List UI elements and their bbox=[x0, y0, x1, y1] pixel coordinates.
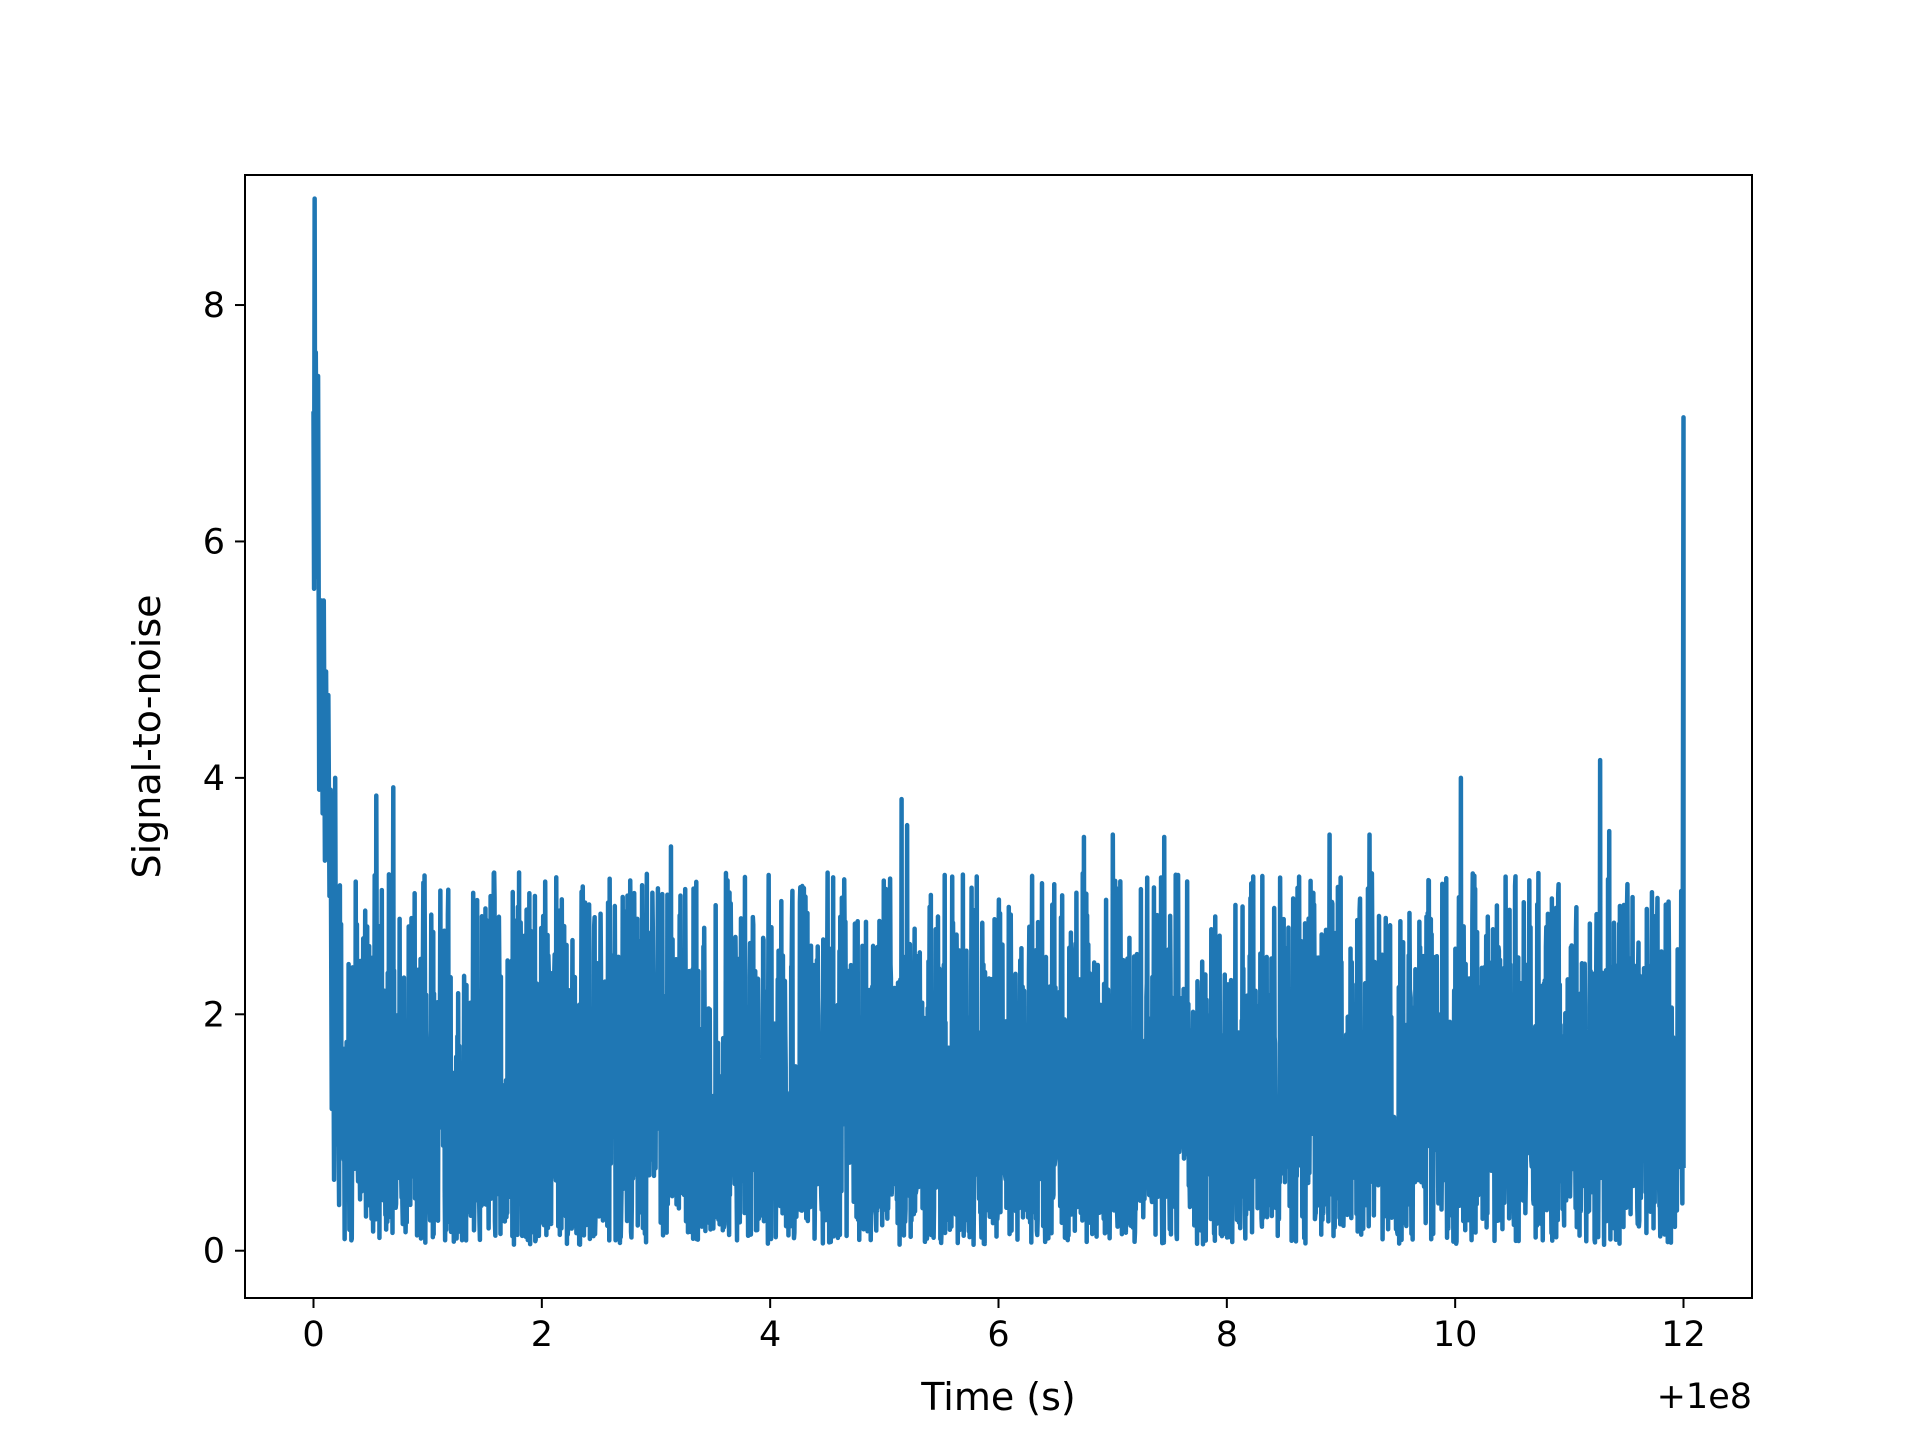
x-offset-label: +1e8 bbox=[1657, 1377, 1752, 1417]
y-tick-label: 4 bbox=[203, 759, 225, 799]
x-tick-label: 4 bbox=[759, 1315, 781, 1355]
x-axis-label: Time (s) bbox=[920, 1375, 1076, 1419]
series-group bbox=[311, 196, 1686, 1248]
y-axis-label: Signal-to-noise bbox=[125, 594, 169, 878]
x-tick-label: 8 bbox=[1216, 1315, 1238, 1355]
y-tick-label: 0 bbox=[203, 1232, 225, 1272]
x-tick-label: 6 bbox=[987, 1315, 1009, 1355]
y-tick-label: 2 bbox=[203, 995, 225, 1035]
y-tick-label: 6 bbox=[203, 522, 225, 562]
ticks-group: 0 2 4 6 8 10 12 0 2 4 6 8 bbox=[203, 286, 1706, 1355]
x-tick-label: 2 bbox=[531, 1315, 553, 1355]
x-tick-label: 12 bbox=[1661, 1315, 1706, 1355]
y-tick-label: 8 bbox=[203, 286, 225, 326]
series-line bbox=[311, 196, 1686, 1248]
x-tick-label: 0 bbox=[302, 1315, 324, 1355]
x-tick-label: 10 bbox=[1433, 1315, 1478, 1355]
plot-frame bbox=[244, 174, 1753, 1299]
